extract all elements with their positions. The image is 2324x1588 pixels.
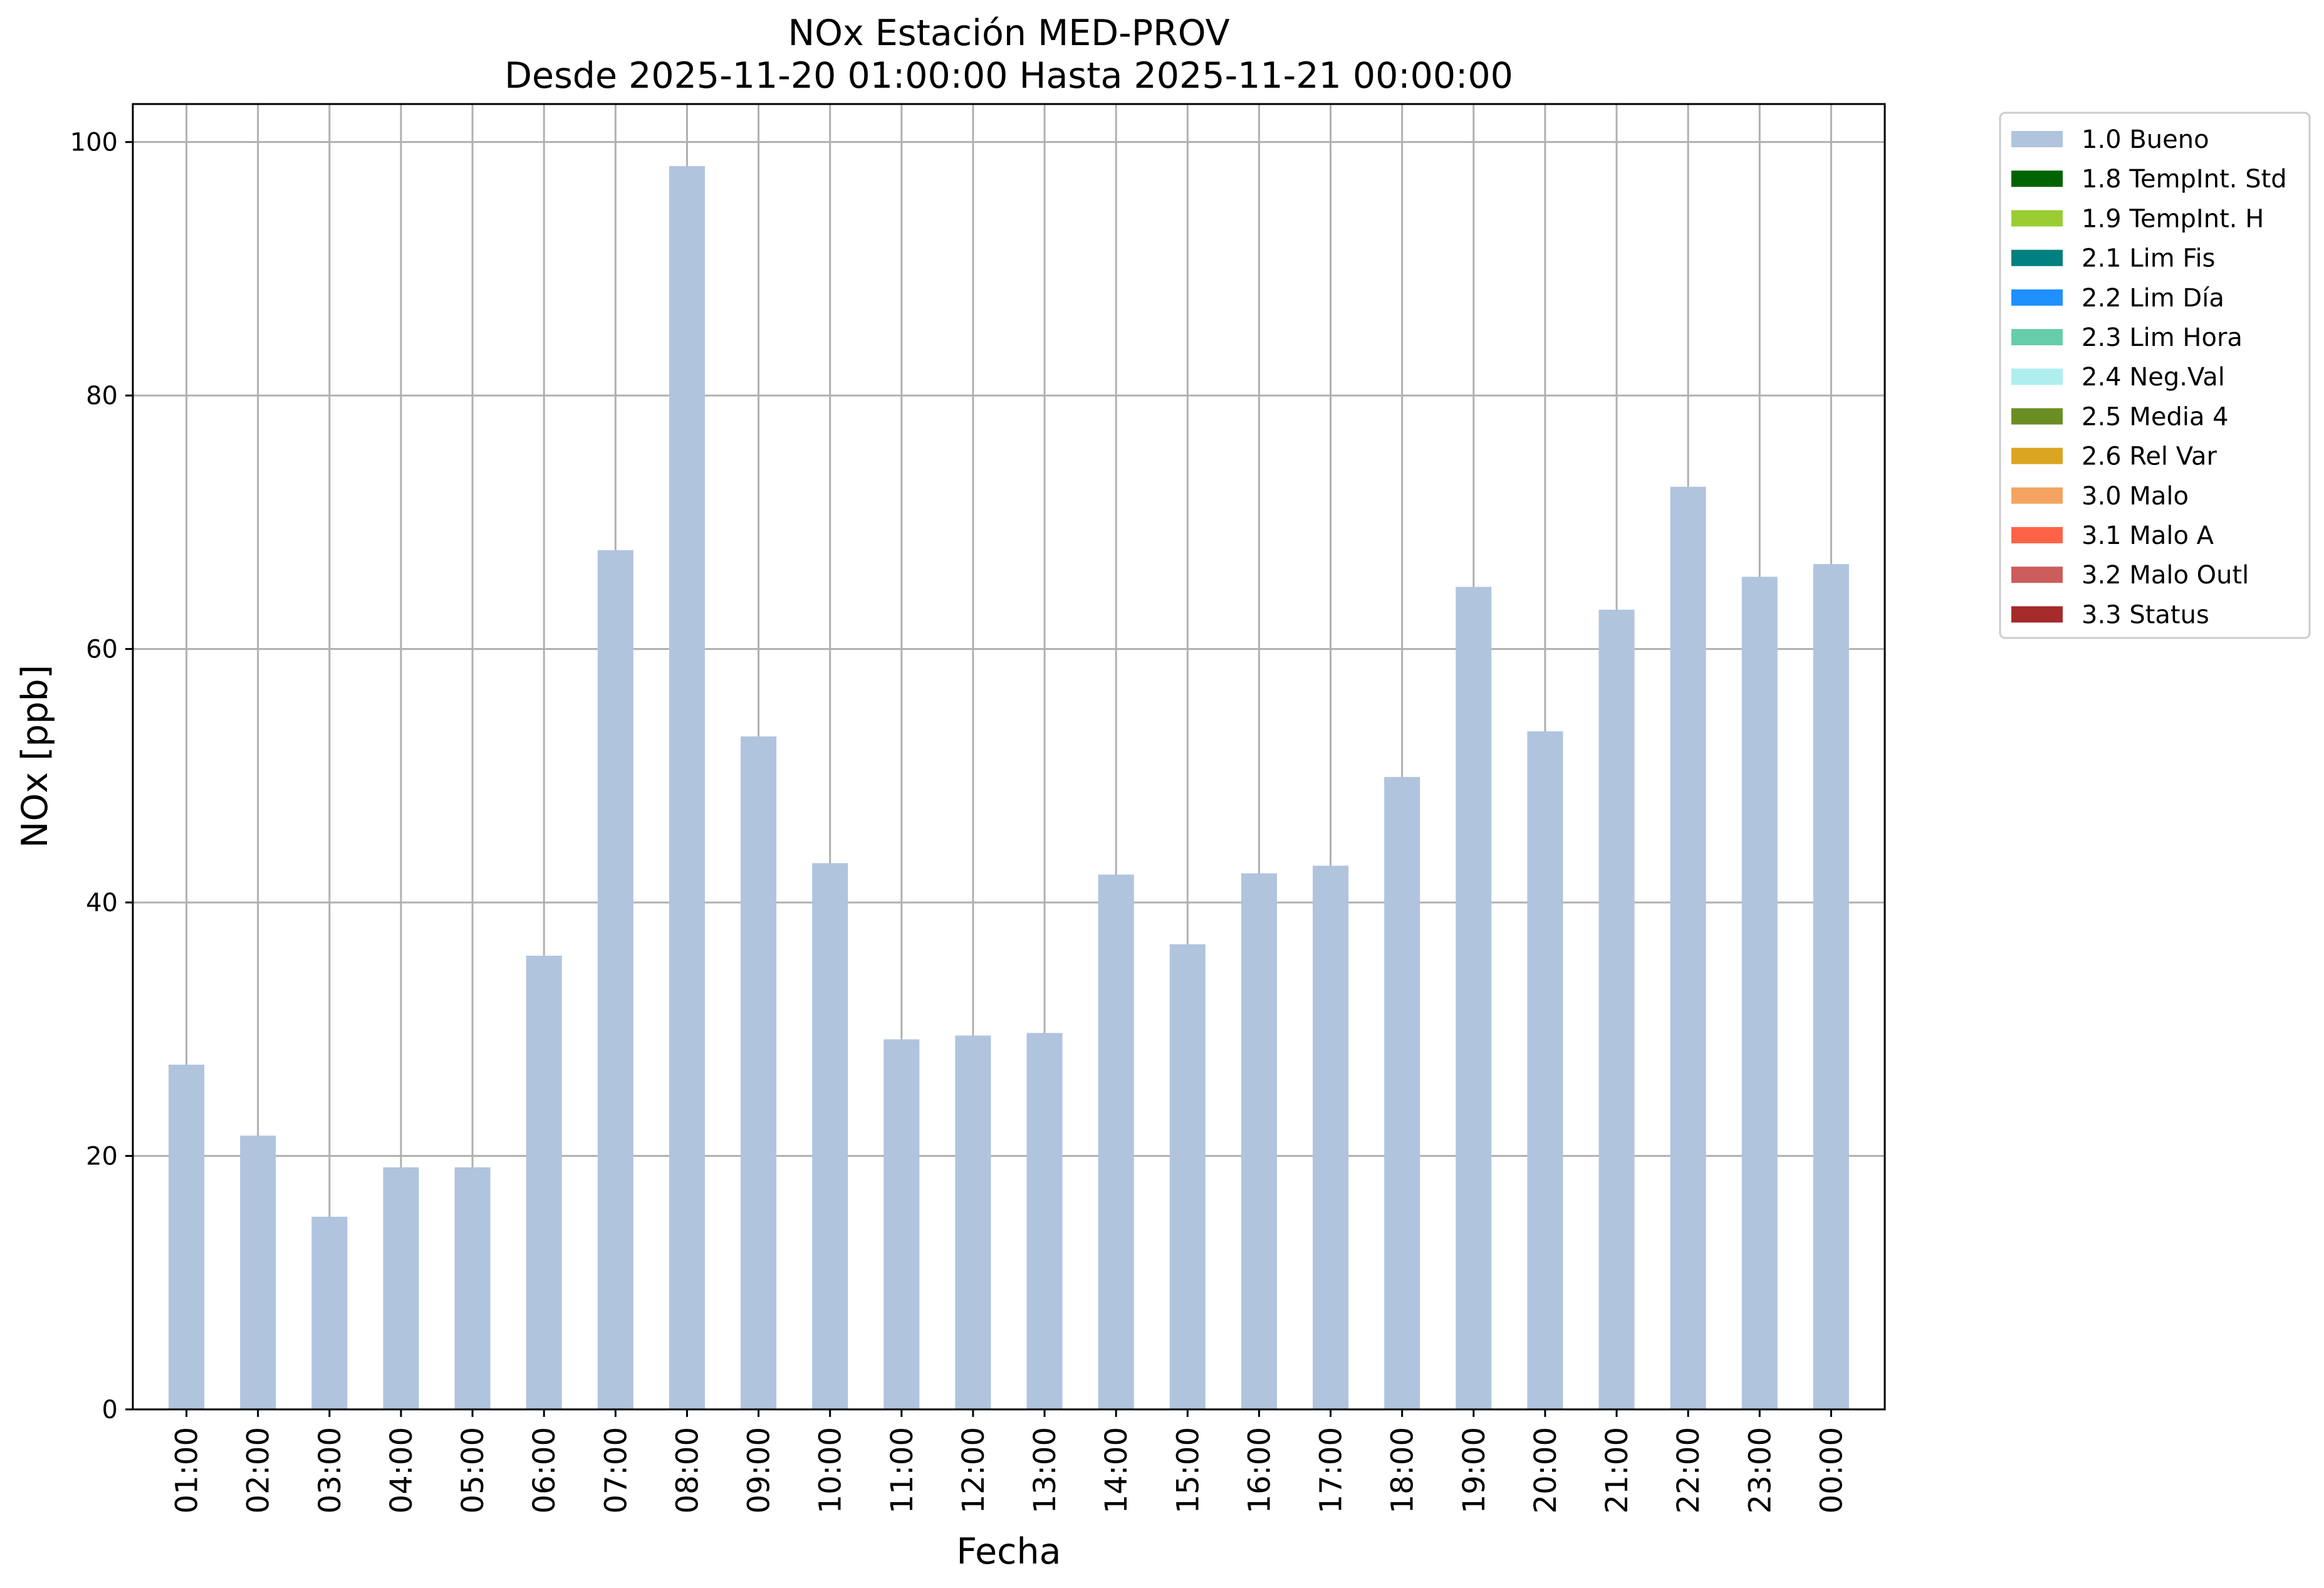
bar-0100 <box>169 1064 205 1409</box>
y-tick-label: 40 <box>86 889 118 917</box>
bar-2200 <box>1670 486 1706 1410</box>
x-axis: 01:00 02:00 03:00 04:00 05:00 06:00 07:00 08:00… <box>170 1409 1849 1513</box>
y-tick-label: 0 <box>102 1396 118 1424</box>
x-tick-label: 05:00 <box>456 1427 491 1513</box>
x-tick-label: 10:00 <box>813 1427 848 1513</box>
chart-title: NOx Estación MED-PROV <box>788 13 1229 54</box>
legend-swatch <box>2011 249 2063 266</box>
bar-1500 <box>1169 944 1206 1409</box>
legend-item-label: 3.1 Malo A <box>2082 521 2214 550</box>
x-tick-label: 22:00 <box>1671 1427 1706 1513</box>
legend-item-label: 3.3 Status <box>2082 600 2209 629</box>
bar-0500 <box>454 1167 491 1409</box>
bar-0600 <box>526 956 562 1409</box>
legend-item-label: 2.3 Lim Hora <box>2082 323 2243 352</box>
legend-swatch <box>2011 447 2063 464</box>
legend-item-label: 1.8 TempInt. Std <box>2082 165 2287 194</box>
legend-item-label: 2.4 Neg.Val <box>2082 363 2225 392</box>
bar-2100 <box>1598 609 1635 1410</box>
x-tick-label: 18:00 <box>1385 1427 1420 1513</box>
x-tick-label: 11:00 <box>885 1427 920 1513</box>
x-tick-label: 20:00 <box>1528 1427 1563 1513</box>
bar-1200 <box>955 1035 991 1409</box>
bar-1700 <box>1313 865 1349 1409</box>
y-tick-label: 100 <box>70 128 118 157</box>
y-tick-label: 60 <box>86 635 118 664</box>
bar-1100 <box>883 1039 920 1409</box>
x-tick-label: 15:00 <box>1170 1427 1206 1513</box>
bar-1400 <box>1098 874 1134 1409</box>
x-tick-label: 03:00 <box>313 1427 348 1513</box>
legend-item-label: 2.6 Rel Var <box>2082 442 2217 471</box>
bar-1000 <box>812 863 848 1409</box>
x-tick-label: 09:00 <box>742 1427 777 1513</box>
x-tick-label: 19:00 <box>1457 1427 1492 1513</box>
x-tick-label: 02:00 <box>241 1427 276 1513</box>
bar-0300 <box>311 1216 348 1409</box>
bar-2300 <box>1741 577 1778 1409</box>
x-tick-label: 17:00 <box>1314 1427 1349 1513</box>
x-tick-label: 13:00 <box>1028 1427 1063 1513</box>
x-axis-label: Fecha <box>956 1531 1061 1572</box>
legend-swatch <box>2011 289 2063 306</box>
plot-frame <box>132 103 1886 1411</box>
bar-1800 <box>1384 776 1420 1409</box>
legend-swatch <box>2011 170 2063 187</box>
x-tick-label: 14:00 <box>1099 1427 1134 1513</box>
legend-swatch <box>2011 408 2063 425</box>
legend: 1.0 Bueno 1.8 TempInt. Std 1.9 TempInt. H 2… <box>1999 112 2311 639</box>
legend-item-label: 3.2 Malo Outl <box>2082 561 2249 590</box>
bar-0700 <box>597 550 633 1410</box>
legend-item-label: 3.0 Malo <box>2082 482 2189 511</box>
legend-item-label: 2.2 Lim Día <box>2082 284 2224 313</box>
bar-1300 <box>1026 1033 1063 1409</box>
x-tick-label: 16:00 <box>1242 1427 1277 1513</box>
bars-layer <box>169 166 1849 1410</box>
legend-swatch <box>2011 210 2063 227</box>
bar-0400 <box>383 1167 419 1409</box>
x-tick-label: 08:00 <box>670 1427 705 1513</box>
legend-swatch <box>2011 487 2063 504</box>
x-tick-label: 12:00 <box>956 1427 991 1513</box>
chart-subtitle: Desde 2025-11-20 01:00:00 Hasta 2025-11-… <box>504 55 1513 97</box>
bar-0200 <box>240 1136 276 1409</box>
bar-2000 <box>1527 731 1563 1409</box>
legend-swatch <box>2011 329 2063 345</box>
y-axis-label: NOx [ppb] <box>14 665 56 848</box>
x-tick-label: 06:00 <box>527 1427 562 1513</box>
x-tick-label: 07:00 <box>598 1427 633 1513</box>
legend-swatch <box>2011 567 2063 583</box>
legend-swatch <box>2011 368 2063 385</box>
x-tick-label: 04:00 <box>384 1427 419 1513</box>
bar-0000 <box>1813 564 1849 1409</box>
legend-item-label: 1.9 TempInt. H <box>2082 204 2264 233</box>
bar-1600 <box>1241 873 1277 1409</box>
legend-item-label: 2.5 Media 4 <box>2082 402 2229 431</box>
legend-swatch <box>2011 606 2063 623</box>
legend-item-label: 1.0 Bueno <box>2082 125 2209 154</box>
x-tick-label: 23:00 <box>1743 1427 1778 1513</box>
y-tick-label: 20 <box>86 1142 118 1171</box>
x-tick-label: 00:00 <box>1814 1427 1849 1513</box>
bar-1900 <box>1456 587 1492 1409</box>
x-tick-label: 01:00 <box>170 1427 205 1513</box>
legend-frame <box>1999 112 2311 639</box>
legend-item-label: 2.1 Lim Fis <box>2082 244 2215 273</box>
bar-0900 <box>741 736 777 1409</box>
bar-0800 <box>669 166 705 1409</box>
legend-swatch <box>2011 131 2063 147</box>
y-axis: 0 20 40 60 80 100 <box>70 128 133 1424</box>
x-tick-label: 21:00 <box>1600 1427 1635 1513</box>
legend-swatch <box>2011 527 2063 543</box>
y-tick-label: 80 <box>86 382 118 410</box>
